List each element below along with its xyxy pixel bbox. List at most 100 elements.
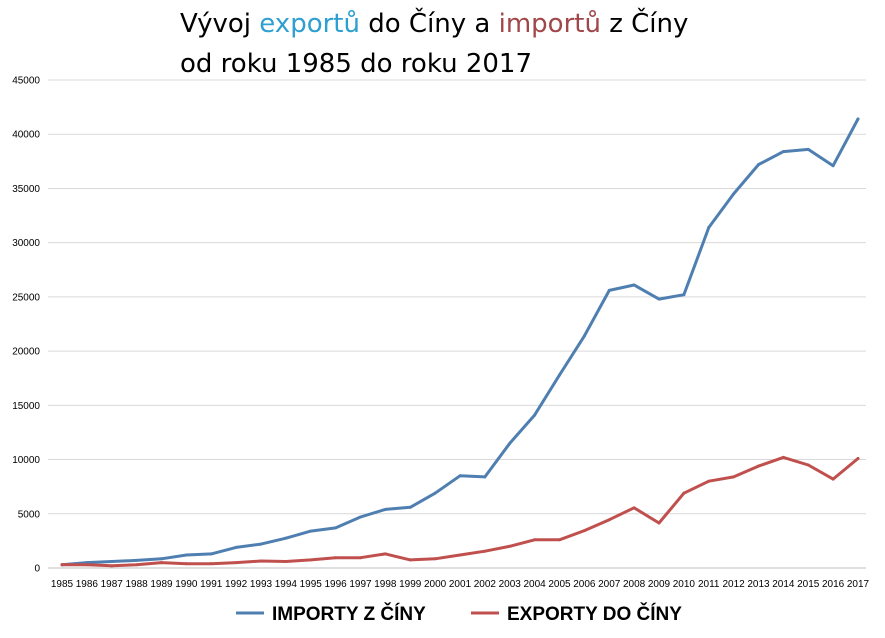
x-tick-label: 1993: [250, 579, 273, 590]
exports-point-1986: [85, 563, 89, 567]
x-tick-label: 1996: [325, 579, 348, 590]
exports-point-1995: [309, 558, 313, 562]
y-tick-label: 35000: [12, 184, 40, 195]
imports-point-1995: [309, 529, 313, 533]
imports-point-2015: [806, 147, 810, 151]
x-tick-label: 2015: [797, 579, 820, 590]
exports-point-1993: [259, 559, 263, 563]
exports-point-2003: [508, 544, 512, 548]
imports-point-1990: [184, 553, 188, 557]
imports-point-2007: [607, 288, 611, 292]
imports-point-1994: [284, 536, 288, 540]
x-tick-label: 1990: [175, 579, 198, 590]
y-tick-label: 40000: [12, 130, 40, 141]
exports-point-1994: [284, 559, 288, 563]
legend-label-imports: IMPORTY Z ČÍNY: [272, 603, 426, 625]
imports-point-1998: [383, 507, 387, 511]
x-tick-label: 2003: [499, 579, 522, 590]
imports-point-2008: [632, 283, 636, 287]
imports-point-2000: [433, 491, 437, 495]
imports-point-2006: [582, 334, 586, 338]
imports-point-1991: [209, 552, 213, 556]
y-tick-label: 0: [34, 564, 40, 575]
x-tick-label: 1995: [300, 579, 323, 590]
x-tick-label: 1989: [150, 579, 173, 590]
x-tick-label: 2007: [598, 579, 621, 590]
exports-point-1991: [209, 562, 213, 566]
imports-point-1997: [359, 515, 362, 519]
x-tick-label: 1986: [76, 579, 99, 590]
exports-point-2002: [483, 549, 487, 553]
title-line-1: Vývoj exportů do Číny a importů z Číny: [180, 9, 689, 39]
exports-point-2017: [856, 456, 860, 460]
x-tick-label: 2016: [822, 579, 845, 590]
imports-point-2017: [856, 117, 860, 121]
exports-point-1996: [334, 556, 338, 560]
y-tick-label: 20000: [12, 347, 40, 358]
x-tick-label: 1985: [51, 579, 74, 590]
x-tick-label: 1997: [349, 579, 372, 590]
imports-point-1999: [408, 505, 412, 509]
y-tick-label: 5000: [18, 509, 41, 520]
exports-point-1997: [359, 556, 362, 560]
imports-point-2010: [682, 293, 686, 297]
x-tick-label: 2010: [673, 579, 696, 590]
imports-point-1988: [135, 558, 139, 562]
imports-series-line: [60, 117, 860, 567]
exports-point-1998: [383, 552, 387, 556]
y-tick-label: 30000: [12, 238, 40, 249]
x-tick-label: 2017: [847, 579, 870, 590]
legend: IMPORTY Z ČÍNY EXPORTY DO ČÍNY: [236, 603, 682, 625]
x-tick-label: 2014: [772, 579, 795, 590]
exports-point-2007: [607, 518, 611, 522]
exports-point-1992: [234, 561, 238, 565]
title-line-2: od roku 1985 do roku 2017: [180, 49, 533, 79]
exports-point-2013: [757, 464, 760, 468]
exports-point-2010: [682, 491, 686, 495]
imports-point-2012: [732, 192, 736, 196]
imports-point-2013: [757, 163, 760, 167]
exports-point-1988: [135, 563, 139, 567]
imports-point-2016: [831, 164, 835, 168]
exports-point-2014: [781, 455, 785, 459]
imports-point-1989: [160, 557, 163, 561]
imports-point-2002: [483, 475, 487, 479]
title-exports-word: exportů: [259, 9, 360, 39]
x-tick-label: 2012: [723, 579, 746, 590]
x-tick-label: 2001: [449, 579, 472, 590]
imports-point-2014: [781, 150, 785, 154]
y-tick-label: 45000: [12, 76, 40, 87]
exports-point-2012: [732, 475, 736, 479]
x-tick-label: 1998: [374, 579, 397, 590]
exports-series-line: [60, 455, 860, 568]
title-imports-word: importů: [498, 9, 601, 39]
exports-point-2009: [657, 521, 661, 525]
imports-point-2011: [707, 225, 711, 229]
imports-point-2009: [657, 297, 661, 301]
y-axis-ticks: 0 5000 10000 15000 20000 25000 30000 35000 40000…: [12, 76, 40, 575]
imports-point-2005: [558, 373, 561, 377]
grid-lines: [48, 79, 866, 515]
x-tick-label: 2005: [548, 579, 571, 590]
x-tick-label: 1987: [101, 579, 124, 590]
exports-point-1985: [60, 563, 64, 567]
exports-point-1989: [160, 561, 163, 565]
x-tick-label: 2006: [573, 579, 596, 590]
x-tick-label: 1988: [126, 579, 149, 590]
exports-point-1999: [408, 558, 412, 562]
exports-point-2004: [533, 538, 537, 542]
x-tick-label: 1991: [200, 579, 223, 590]
x-tick-label: 2002: [474, 579, 497, 590]
exports-point-2015: [806, 463, 810, 467]
x-tick-label: 2000: [424, 579, 447, 590]
x-tick-label: 1994: [275, 579, 298, 590]
imports-point-1996: [334, 526, 338, 530]
imports-point-2001: [458, 474, 462, 478]
imports-point-1992: [234, 545, 238, 549]
y-tick-label: 10000: [12, 455, 40, 466]
x-axis-ticks: 1985 1986 1987 1988 1989 1990 1991 1992 1993 1994…: [51, 579, 870, 590]
y-tick-label: 25000: [12, 292, 40, 303]
exports-point-2011: [707, 479, 711, 483]
x-tick-label: 2009: [648, 579, 671, 590]
exports-point-2016: [831, 477, 835, 481]
